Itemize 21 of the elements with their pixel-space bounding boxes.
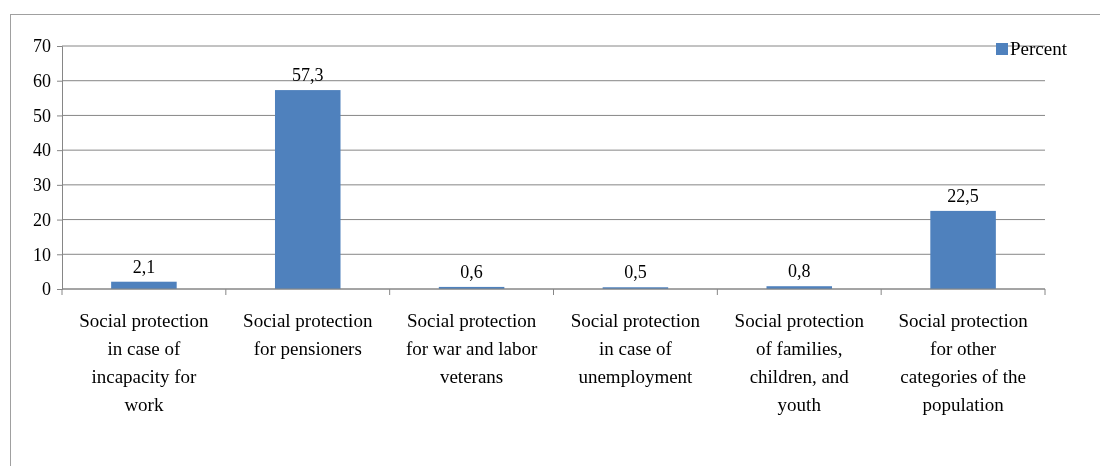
y-tick-label: 50 (33, 105, 51, 126)
data-label: 0,5 (624, 262, 647, 283)
data-label: 0,8 (788, 261, 811, 282)
y-tick-label: 70 (33, 36, 51, 57)
data-label: 0,6 (460, 261, 483, 282)
data-label: 2,1 (132, 256, 156, 277)
y-tick-label: 10 (33, 244, 51, 265)
data-label: 57,3 (292, 65, 324, 86)
x-tick-label: Social protection of families, children, and youth (734, 310, 865, 415)
x-tick-label: Social protection in case of unemployment (570, 310, 701, 387)
x-tick-label: Social protection for war and labor veterans (405, 310, 538, 387)
data-label: 22,5 (947, 185, 979, 206)
y-tick-label: 20 (33, 209, 51, 230)
y-tick-label: 40 (33, 140, 51, 161)
y-tick-label: 0 (42, 279, 51, 300)
legend-label: Percent (1010, 38, 1068, 59)
y-tick-label: 30 (33, 175, 51, 196)
y-tick-label: 60 (33, 70, 51, 91)
x-tick-label: Social protection for pensioners (243, 310, 373, 359)
x-tick-label: Social protection in case of incapacity for work (79, 310, 210, 415)
x-tick-label: Social protection for other categories of the population (898, 310, 1029, 415)
